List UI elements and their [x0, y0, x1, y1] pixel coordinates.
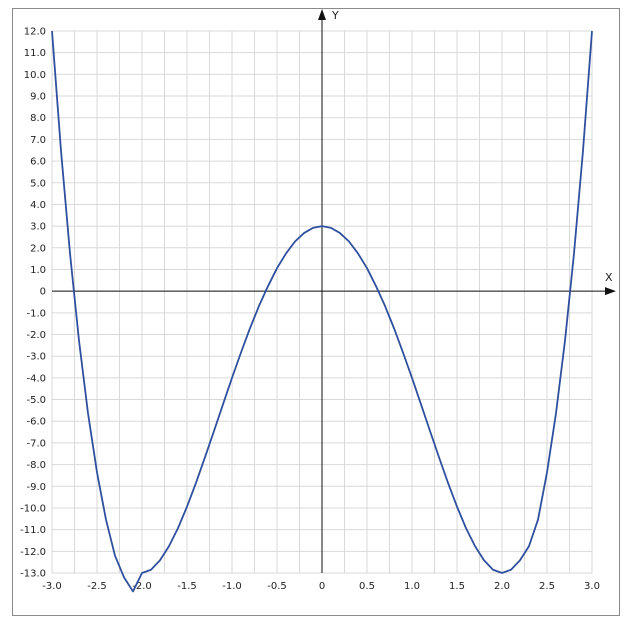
x-tick-label: -2.5	[87, 581, 107, 592]
x-tick-label: -0.5	[267, 581, 287, 592]
x-tick-label: -1.5	[177, 581, 197, 592]
y-tick-label: -6.0	[26, 417, 46, 428]
y-tick-label: 8.0	[30, 113, 46, 124]
x-tick-label: -1.0	[222, 581, 242, 592]
y-tick-label: 6.0	[30, 157, 46, 168]
x-tick-labels: -3.0 -2.5 -2.0 -1.5 -1.0 -0.5 0 0.5 1.0 1.5 2.0 2.5…	[42, 581, 600, 592]
x-tick-label: -2.0	[132, 581, 152, 592]
y-axis-arrow	[318, 9, 326, 20]
y-tick-label: -1.0	[26, 308, 46, 319]
y-tick-label: -3.0	[26, 352, 46, 363]
y-tick-label: -4.0	[26, 373, 46, 384]
y-tick-labels: 12.0 11.0 10.0 9.0 8.0 7.0 6.0 5.0 4.0 3.0 2.0 1.0 0…	[20, 27, 46, 580]
x-tick-label: 2.5	[539, 581, 555, 592]
y-axis-label: Y	[331, 9, 339, 22]
y-tick-label: -12.0	[20, 547, 46, 558]
y-tick-label: -2.0	[26, 330, 46, 341]
y-tick-label: 9.0	[30, 92, 46, 103]
y-tick-label: -9.0	[26, 482, 46, 493]
x-tick-label: 0.5	[359, 581, 375, 592]
y-tick-label: -8.0	[26, 460, 46, 471]
y-tick-label: -13.0	[20, 569, 46, 580]
y-tick-label: -7.0	[26, 438, 46, 449]
x-tick-label: 1.0	[404, 581, 420, 592]
axes	[52, 9, 616, 573]
y-tick-label: 1.0	[30, 265, 46, 276]
y-tick-label: -11.0	[20, 525, 46, 536]
x-axis-label: X	[605, 271, 613, 284]
series-line	[51, 30, 593, 593]
chart-frame	[12, 8, 620, 616]
series-lines	[51, 30, 593, 593]
y-tick-label: -5.0	[26, 395, 46, 406]
x-axis-arrow	[605, 287, 616, 296]
y-tick-label: 10.0	[24, 70, 46, 81]
y-tick-label: 11.0	[24, 48, 46, 59]
y-tick-label: 7.0	[30, 135, 46, 146]
x-tick-label: 0	[319, 581, 325, 592]
y-tick-label: -10.0	[20, 503, 46, 514]
y-tick-label: 0	[40, 287, 46, 298]
y-tick-label: 3.0	[30, 222, 46, 233]
x-tick-label: -3.0	[42, 581, 62, 592]
y-tick-label: 4.0	[30, 200, 46, 211]
y-tick-label: 12.0	[24, 27, 46, 38]
x-tick-label: 1.5	[449, 581, 465, 592]
x-tick-label: 2.0	[494, 581, 510, 592]
x-tick-label: 3.0	[584, 581, 600, 592]
y-tick-label: 2.0	[30, 243, 46, 254]
y-tick-label: 5.0	[30, 178, 46, 189]
